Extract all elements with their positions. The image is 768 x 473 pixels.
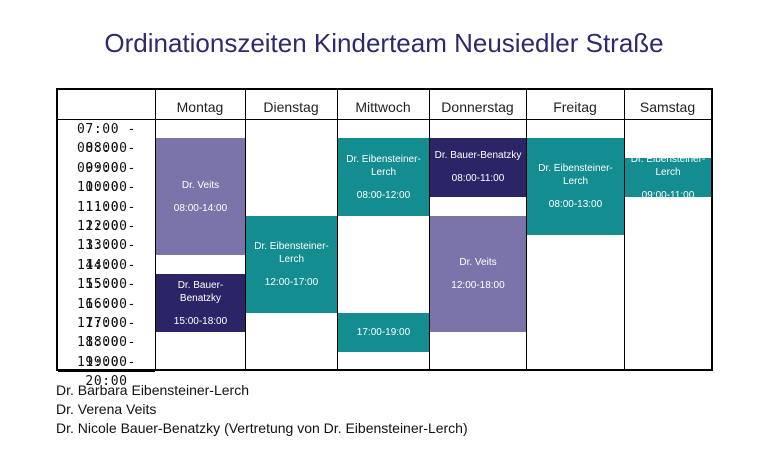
column-divider — [245, 90, 246, 369]
time-slot-label: 18:00 - 19:00 — [77, 335, 136, 370]
time-slot-label: 11:00 - 12:00 — [77, 199, 136, 234]
column-divider — [526, 90, 527, 369]
block-time-range: 15:00-18:00 — [173, 315, 228, 327]
block-time-range: 09:00-11:00 — [641, 189, 695, 201]
day-header: Samstag — [639, 99, 696, 115]
block-doctor: Dr. Veits — [459, 257, 497, 269]
schedule-table: Dr. Veits 08:00-14:00 Dr. Bauer-Benatzky 15… — [56, 88, 713, 390]
legend-entry: Dr. Verena Veits — [56, 401, 157, 417]
time-slot-label: 08:00 - 09:00 — [77, 141, 136, 176]
column-divider — [337, 90, 338, 369]
schedule-block: Dr. Bauer-Benatzky 15:00-18:00 — [156, 274, 245, 333]
time-slot-label: 12:00 - 13:00 — [77, 219, 136, 254]
block-doctor: Dr. Eibensteiner-Lerch — [630, 153, 706, 178]
schedule-block: 17:00-19:00 — [338, 313, 429, 352]
time-slot-label: 09:00 - 10:00 — [77, 160, 136, 196]
column-divider — [155, 90, 156, 369]
schedule-block: Dr. Veits 08:00-14:00 — [156, 138, 245, 255]
schedule-block: Dr. Bauer-Benatzky 08:00-11:00 — [430, 138, 526, 197]
day-header: Donnerstag — [441, 99, 514, 115]
time-slot-label: 19:00 - 20:00 — [77, 354, 136, 390]
block-doctor: Dr. Bauer-Benatzky — [177, 279, 224, 304]
day-header: Dienstag — [263, 99, 319, 115]
block-time-range: 08:00-12:00 — [356, 189, 411, 201]
doctor-legend: Dr. Barbara Eibensteiner-Lerch Dr. Verena… — [56, 381, 468, 438]
schedule-block: Dr. Eibensteiner-Lerch 12:00-17:00 — [246, 216, 337, 313]
time-slot-label: 17:00 - 18:00 — [77, 316, 136, 351]
schedule-block: Dr. Eibensteiner-Lerch 08:00-12:00 — [338, 138, 429, 216]
day-header: Freitag — [553, 99, 597, 115]
column-divider — [624, 90, 625, 369]
block-doctor: Dr. Eibensteiner-Lerch — [346, 153, 421, 178]
block-doctor: Dr. Bauer-Benatzky — [434, 150, 522, 162]
block-time-range: 12:00-18:00 — [451, 280, 505, 292]
time-slot-label: 16:00 - 17:00 — [77, 296, 136, 331]
block-time-range: 08:00-11:00 — [451, 173, 505, 185]
block-time-range: 08:00-14:00 — [173, 202, 228, 214]
time-slot-label: 15:00 - 16:00 — [77, 277, 136, 312]
block-time-range: 08:00-13:00 — [548, 199, 603, 211]
legend-entry: Dr. Nicole Bauer-Benatzky (Vertretung vo… — [56, 420, 468, 436]
schedule-block: Dr. Eibensteiner-Lerch 09:00-11:00 — [625, 154, 711, 201]
time-slot-label: 07:00 - 08:00 — [77, 122, 136, 157]
schedule-block: Dr. Veits 12:00-18:00 — [430, 216, 526, 333]
time-slot-label: 13:00 - 14:00 — [77, 238, 136, 273]
page-title: Ordinationszeiten Kinderteam Neusiedler … — [104, 28, 664, 58]
time-slot-label: 14:00 - 15:00 — [77, 257, 136, 293]
header-divider — [58, 119, 711, 120]
time-slot-label: 10:00 - 11:00 — [77, 180, 136, 215]
column-divider — [429, 90, 430, 369]
block-doctor: Dr. Veits — [181, 179, 220, 191]
block-time-range: 17:00-19:00 — [356, 326, 411, 338]
block-time-range: 12:00-17:00 — [264, 277, 319, 288]
day-header: Montag — [176, 99, 224, 115]
block-doctor: Dr. Eibensteiner-Lerch — [254, 241, 329, 265]
block-doctor: Dr. Eibensteiner-Lerch — [538, 163, 613, 188]
legend-entry: Dr. Barbara Eibensteiner-Lerch — [56, 382, 249, 398]
day-header: Mittwoch — [355, 99, 411, 115]
time-column-bottom — [58, 371, 155, 373]
schedule-block: Dr. Eibensteiner-Lerch 08:00-13:00 — [527, 138, 624, 236]
